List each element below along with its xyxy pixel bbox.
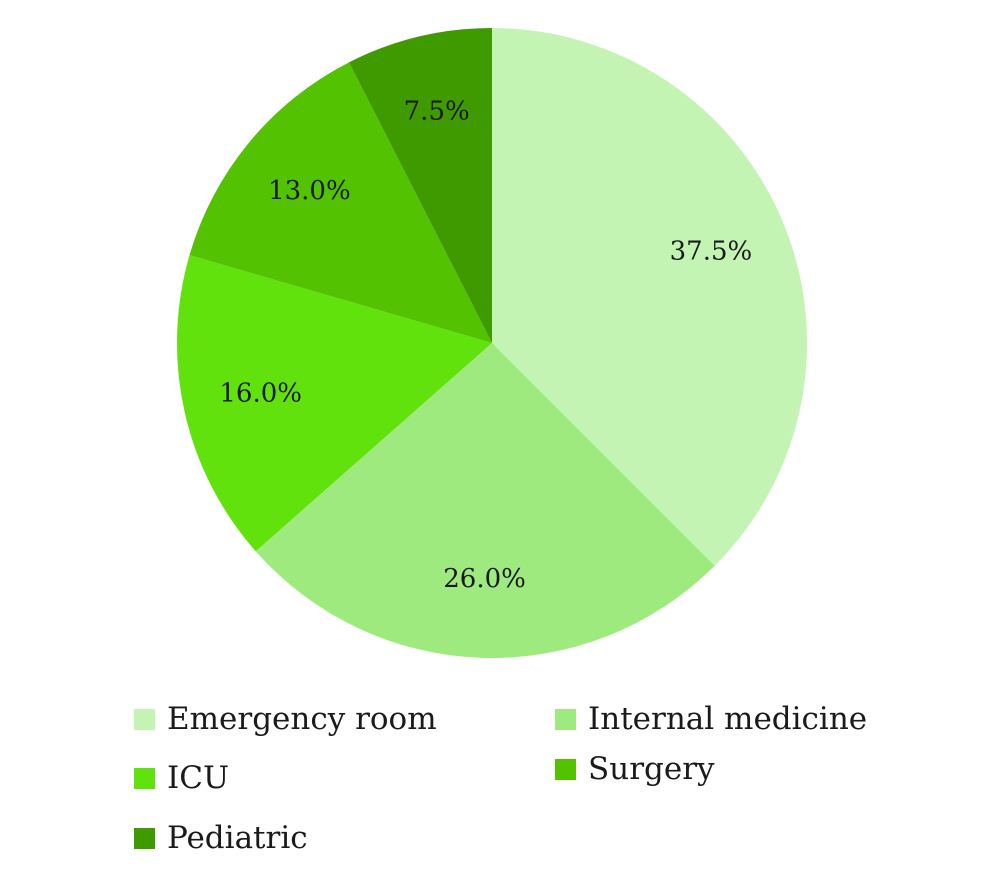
legend-item-surgery: Surgery — [555, 749, 715, 789]
slice-label-icu: 16.0% — [219, 379, 302, 409]
legend-label-internal-medicine: Internal medicine — [588, 701, 868, 737]
legend-label-surgery: Surgery — [588, 751, 715, 787]
pie-slice-emergency-room — [492, 28, 808, 566]
slice-label-surgery: 13.0% — [268, 176, 351, 206]
legend-swatch-emergency-room — [134, 708, 155, 730]
legend-label-icu: ICU — [167, 760, 230, 796]
slice-label-internal-medicine: 26.0% — [443, 564, 526, 594]
pie-slice-icu — [176, 255, 492, 552]
pie-slice-internal-medicine — [255, 343, 715, 658]
legend-item-internal-medicine: Internal medicine — [555, 699, 867, 739]
legend-label-emergency-room: Emergency room — [167, 701, 437, 737]
legend-swatch-pediatric — [134, 827, 155, 849]
slice-label-pediatric: 7.5% — [404, 97, 470, 127]
legend-item-emergency-room: Emergency room — [134, 699, 437, 739]
pie-slice-pediatric — [348, 28, 492, 343]
pie-slice-surgery — [189, 62, 492, 343]
pie-slice-labels: 37.5% 26.0% 16.0% 13.0% 7.5% — [219, 97, 752, 594]
legend-swatch-icu — [134, 767, 155, 789]
legend-item-pediatric: Pediatric — [134, 818, 308, 858]
pie-slices — [176, 28, 808, 658]
legend-item-icu: ICU — [134, 758, 229, 798]
legend-swatch-internal-medicine — [555, 708, 576, 730]
slice-label-emergency-room: 37.5% — [670, 236, 753, 266]
legend-swatch-surgery — [555, 758, 576, 780]
legend-label-pediatric: Pediatric — [167, 820, 308, 856]
